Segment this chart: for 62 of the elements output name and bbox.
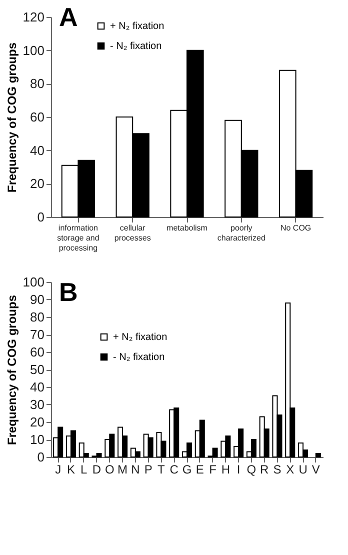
bar — [250, 439, 256, 458]
x-tick-label: Q — [246, 462, 256, 476]
y-tick-label: 30 — [30, 397, 44, 412]
x-tick-label: R — [260, 462, 270, 476]
bar — [285, 302, 291, 458]
x-tick-label: poorly characterized — [217, 224, 266, 242]
y-tick-label: 0 — [37, 210, 44, 224]
x-tick-label: L — [80, 462, 88, 476]
y-tick-label: 20 — [30, 176, 44, 192]
bar — [315, 453, 321, 458]
y-axis-title: Frequency of COG groups — [4, 294, 19, 446]
y-tick-label: 80 — [30, 310, 44, 324]
x-tick-label: D — [92, 462, 102, 476]
bar — [96, 453, 102, 458]
chart-title: A — [59, 2, 78, 32]
y-tick-label: 40 — [30, 142, 44, 158]
y-tick-label: 120 — [22, 10, 44, 24]
y-tick-label: 40 — [30, 380, 44, 394]
x-tick-label: O — [104, 462, 114, 476]
x-tick-label: G — [182, 462, 192, 476]
legend-label: - N₂ fixation — [110, 41, 162, 52]
x-tick-label: S — [273, 462, 282, 476]
y-tick-label: 60 — [30, 344, 44, 360]
y-tick-label: 70 — [30, 327, 44, 342]
legend-label: - N₂ fixation — [113, 352, 165, 363]
x-tick-label: V — [312, 462, 320, 476]
x-tick-label: H — [221, 462, 230, 476]
bar — [134, 451, 140, 458]
x-tick-label: P — [144, 462, 152, 476]
y-tick-label: 80 — [30, 76, 44, 92]
x-tick-label: E — [196, 462, 204, 476]
y-tick-label: 100 — [22, 274, 44, 290]
y-tick-label: 50 — [30, 362, 44, 377]
x-tick-label: F — [209, 462, 216, 476]
y-tick-label: 0 — [37, 450, 44, 464]
legend-label: + N₂ fixation — [113, 332, 168, 343]
x-tick-label: information storage and processing — [57, 224, 100, 252]
x-tick-label: J — [55, 462, 62, 476]
x-tick-label: I — [236, 462, 240, 476]
x-tick-label: T — [158, 462, 166, 476]
bar — [199, 420, 205, 458]
x-tick-label: K — [66, 462, 75, 476]
y-tick-label: 20 — [30, 414, 44, 430]
x-tick-label: M — [118, 462, 128, 476]
x-tick-label: N — [131, 462, 140, 476]
x-tick-label: C — [170, 462, 179, 476]
x-tick-label: X — [286, 462, 294, 476]
chart-title: B — [59, 277, 78, 307]
x-tick-label: cellular processes — [114, 224, 151, 242]
bar — [148, 437, 154, 458]
legend-label: + N₂ fixation — [110, 21, 164, 32]
y-tick-label: 90 — [30, 292, 44, 307]
y-tick-label: 100 — [22, 42, 44, 58]
x-tick-label: No COG — [280, 224, 312, 232]
bar — [212, 448, 218, 458]
x-tick-label: metabolism — [166, 224, 208, 232]
y-tick-label: 10 — [30, 432, 44, 447]
x-tick-label: U — [298, 462, 308, 476]
y-axis-title: Frequency of COG groups — [4, 42, 19, 193]
bar — [70, 430, 76, 458]
y-tick-label: 60 — [30, 110, 44, 124]
bar — [298, 442, 304, 458]
